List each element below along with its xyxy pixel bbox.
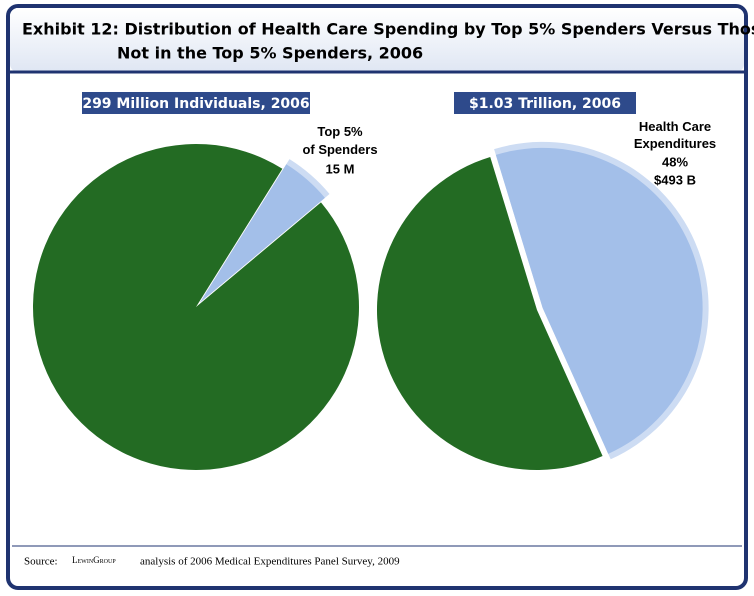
value-label: 15 M [326, 161, 355, 176]
pie-title: $1.03 Trillion, 2006 [469, 96, 621, 112]
pie-slice [495, 147, 703, 454]
pie-slice [32, 144, 359, 470]
pie-slice [377, 156, 603, 470]
slice-label: Health Care Expenditures [634, 119, 716, 151]
title-band [10, 8, 744, 72]
exhibit-title: Not in the Top 5% Spenders, 2006 [117, 44, 423, 63]
value-label: 48% [662, 154, 688, 169]
slice-label: Top 5% of Spenders [302, 124, 377, 157]
pie-slice [199, 164, 325, 303]
source-label: Source: [24, 556, 58, 568]
annotation: $493 B [654, 172, 696, 187]
subtitle-box [454, 92, 636, 114]
source-text: analysis of 2006 Medical Expenditures Pa… [140, 556, 400, 568]
exhibit-title: Exhibit 12: Distribution of Health Care … [22, 20, 754, 39]
subtitle-box [82, 92, 310, 114]
source-org: LewinGroup [72, 555, 116, 565]
pie-title: 299 Million Individuals, 2006 [82, 96, 309, 112]
